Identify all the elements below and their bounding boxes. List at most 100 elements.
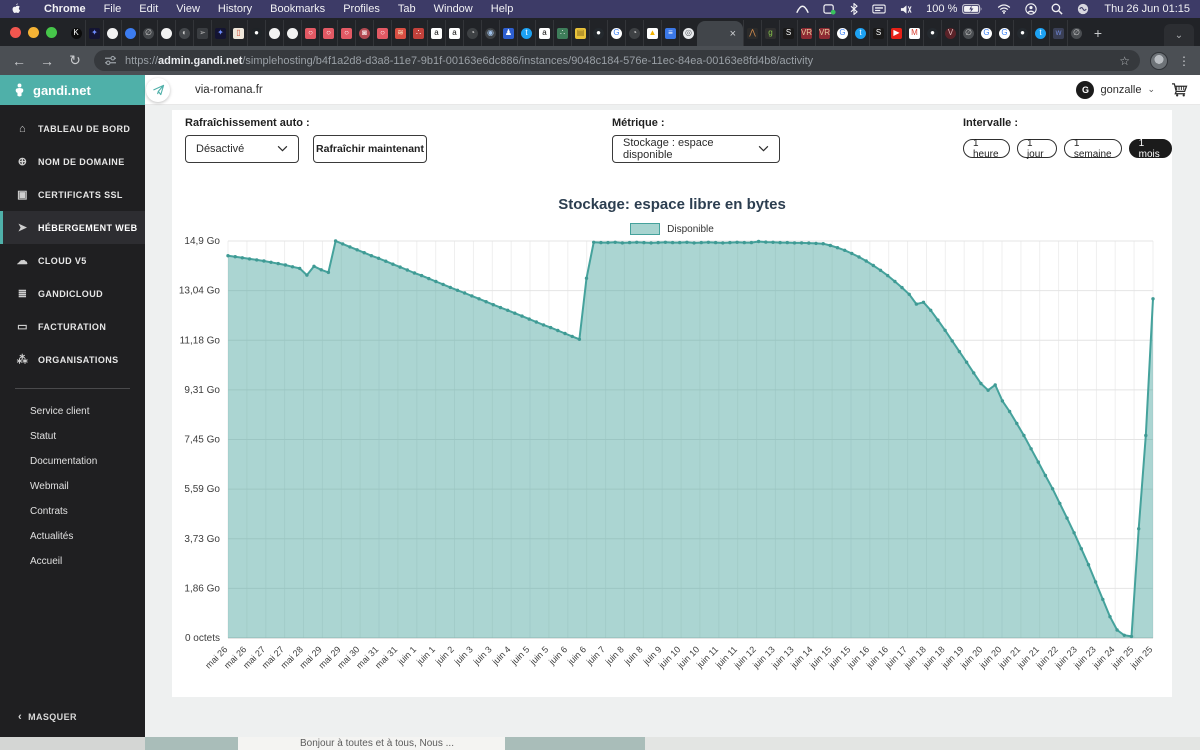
browser-tab[interactable]: ◔ [625,20,643,46]
browser-tab[interactable]: ∴ [553,20,571,46]
browser-tab[interactable]: ○ [337,20,355,46]
sidebar-item-organisations[interactable]: ⁂ ORGANISATIONS [0,343,145,376]
sidebar-item-h-bergement-web[interactable]: ➤ HÉBERGEMENT WEB [0,211,145,244]
browser-tab[interactable]: ✦ [85,20,103,46]
control-center-icon[interactable] [1018,3,1044,15]
launcher-icon[interactable] [789,4,816,15]
extension-badge-icon[interactable] [816,3,843,15]
browser-tab[interactable]: ∴ [409,20,427,46]
browser-tab[interactable]: ● [923,20,941,46]
browser-tab[interactable]: ≋ [391,20,409,46]
active-tab[interactable]: × [697,21,743,46]
sidebar-link-webmail[interactable]: Webmail [30,481,69,492]
browser-tab[interactable]: t [1031,20,1049,46]
sidebar-item-facturation[interactable]: ▭ FACTURATION [0,310,145,343]
sidebar-link-accueil[interactable]: Accueil [30,556,63,567]
browser-tab[interactable]: ♟ [499,20,517,46]
sidebar-item-cloud-v5[interactable]: ☁ CLOUD V5 [0,244,145,277]
browser-tab[interactable]: ⋀ [743,20,761,46]
gandi-brand[interactable]: gandi.net [0,75,145,105]
interval-pill-1-heure[interactable]: 1 heure [963,138,1010,160]
wifi-icon[interactable] [990,4,1018,14]
close-tab-icon[interactable]: × [729,27,736,40]
browser-tab[interactable]: ◉ [481,20,499,46]
sidebar-item-nom-de-domaine[interactable]: ⊕ NOM DE DOMAINE [0,145,145,178]
menubar-item-file[interactable]: File [103,3,122,15]
browser-tab[interactable]: ◐ [175,20,193,46]
collapse-sidebar-button[interactable]: ‹ MASQUER [0,701,145,737]
browser-tab[interactable]: VR [815,20,833,46]
bluetooth-icon[interactable] [843,3,865,15]
browser-tab[interactable]: S [779,20,797,46]
browser-tab[interactable]: VR [797,20,815,46]
browser-tab[interactable]: G [833,20,851,46]
menubar-item-history[interactable]: History [217,3,253,15]
menubar-item-profiles[interactable]: Profiles [343,3,380,15]
browser-tab[interactable] [265,20,283,46]
browser-tab[interactable]: ➢ [193,20,211,46]
browser-tab[interactable]: ∅ [139,20,157,46]
menubar-item-view[interactable]: View [176,3,200,15]
menubar-clock[interactable]: Thu 26 Jun 01:15 [1104,3,1190,15]
user-menu[interactable]: G gonzalle ⌄ [1076,80,1200,99]
browser-tab[interactable]: ▶ [887,20,905,46]
spotlight-icon[interactable] [1044,3,1070,15]
battery-indicator[interactable]: 100 % [919,3,990,15]
browser-tab[interactable]: t [851,20,869,46]
browser-profile-avatar[interactable] [1150,51,1168,70]
browser-tab[interactable]: K [67,20,85,46]
browser-tab[interactable]: G [607,20,625,46]
menubar-item-bookmarks[interactable]: Bookmarks [270,3,326,15]
menubar-item-window[interactable]: Window [433,3,473,15]
interval-pill-1-jour[interactable]: 1 jour [1016,138,1057,160]
sidebar-link-actualit-s[interactable]: Actualités [30,531,74,542]
bookmark-star-icon[interactable]: ☆ [1119,53,1130,68]
browser-tab[interactable] [283,20,301,46]
browser-tab[interactable]: S [869,20,887,46]
browser-tab[interactable]: a [445,20,463,46]
browser-tab[interactable]: g [761,20,779,46]
sidebar-link-documentation[interactable]: Documentation [30,456,98,467]
browser-tab[interactable]: ◙ [355,20,373,46]
keyboard-icon[interactable] [865,4,893,14]
browser-tab[interactable]: ▲ [643,20,661,46]
interval-pill-1-mois[interactable]: 1 mois [1128,138,1172,160]
url-text[interactable]: https://admin.gandi.net/simplehosting/b4… [125,55,813,67]
sidebar-link-service-client[interactable]: Service client [30,406,90,417]
tab-search-chevron-icon[interactable]: ⌄ [1164,24,1194,46]
mute-icon[interactable] [893,4,919,15]
browser-tab[interactable]: ✦ [211,20,229,46]
browser-tab[interactable]: ● [589,20,607,46]
sidebar-link-contrats[interactable]: Contrats [30,506,68,517]
zoom-window-button[interactable] [46,26,57,38]
browser-tab[interactable] [157,20,175,46]
reload-button[interactable]: ↻ [69,52,81,68]
browser-tab[interactable]: ◔ [463,20,481,46]
close-window-button[interactable] [10,26,21,38]
browser-tab[interactable] [121,20,139,46]
browser-tab[interactable]: ∅ [1067,20,1085,46]
menubar-item-tab[interactable]: Tab [397,3,416,15]
browser-tab[interactable]: ○ [301,20,319,46]
browser-tab[interactable] [103,20,121,46]
interval-pill-1-semaine[interactable]: 1 semaine [1063,138,1122,160]
browser-tab[interactable]: G [977,20,995,46]
menubar-item-help[interactable]: Help [490,3,514,15]
sidebar-item-gandicloud[interactable]: ≣ GANDICLOUD [0,277,145,310]
menubar-item-chrome[interactable]: Chrome [44,3,86,15]
browser-tab[interactable]: ▤ [571,20,589,46]
sidebar-item-tableau-de-bord[interactable]: ⌂ TABLEAU DE BORD [0,112,145,145]
browser-tab[interactable]: ● [1013,20,1031,46]
browser-tab[interactable]: ∅ [959,20,977,46]
browser-tab[interactable]: ○ [319,20,337,46]
browser-tab[interactable]: G [995,20,1013,46]
browser-tab[interactable]: M [905,20,923,46]
browser-tab[interactable]: ○ [373,20,391,46]
browser-tab[interactable]: ● [247,20,265,46]
back-button[interactable]: ← [12,52,26,69]
sidebar-item-certificats-ssl[interactable]: ▣ CERTIFICATS SSL [0,178,145,211]
browser-tab[interactable]: ≡ [661,20,679,46]
browser-tab[interactable]: ▯ [229,20,247,46]
browser-tab[interactable]: ◎ [679,20,697,46]
refresh-auto-select[interactable]: Désactivé [185,135,299,163]
